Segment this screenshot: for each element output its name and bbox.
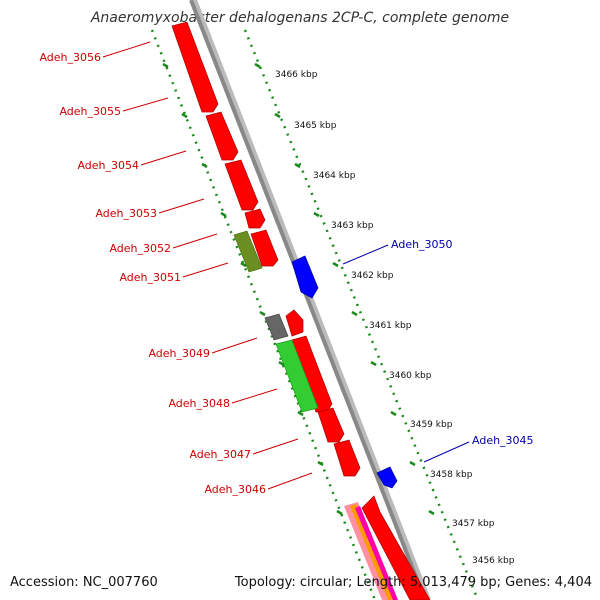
gene-label-adeh-3053: Adeh_3053 xyxy=(95,207,157,220)
scale-label-3460: 3460 kbp xyxy=(389,371,432,381)
feature-multicolor-orange xyxy=(350,504,394,600)
left-ticks xyxy=(162,62,343,516)
accession-text: Accession: NC_007760 xyxy=(10,575,158,590)
genome-backbone xyxy=(189,0,427,600)
scale-label-3457: 3457 kbp xyxy=(452,519,495,529)
scale-label-3465: 3465 kbp xyxy=(294,121,337,131)
right-gene-labels: Adeh_3050 Adeh_3045 xyxy=(391,238,534,447)
gene-label-adeh-3052: Adeh_3052 xyxy=(109,242,171,255)
feature-adeh-3052 xyxy=(233,230,263,273)
scale-label-3459: 3459 kbp xyxy=(410,420,453,430)
genome-backbone-shadow xyxy=(191,0,431,600)
cds-adeh-3050 xyxy=(291,255,319,299)
cds-adeh-3055 xyxy=(205,111,239,161)
cds-adeh-3051 xyxy=(250,229,279,267)
gene-label-adeh-3056: Adeh_3056 xyxy=(39,51,101,64)
scale-label-3463: 3463 kbp xyxy=(331,221,374,231)
cds-adeh-3045 xyxy=(376,466,398,489)
cds-right-4 xyxy=(333,439,361,477)
cds-right-5 xyxy=(361,495,431,600)
cds-adeh-3056 xyxy=(171,21,219,113)
right-ticks xyxy=(254,62,435,516)
scale-label-3464: 3464 kbp xyxy=(313,171,356,181)
gene-label-adeh-3048: Adeh_3048 xyxy=(168,397,230,410)
gene-label-adeh-3045: Adeh_3045 xyxy=(472,434,534,447)
cds-adeh-3054 xyxy=(224,159,259,211)
gene-label-adeh-3051: Adeh_3051 xyxy=(119,271,181,284)
forward-cds-features xyxy=(171,21,431,600)
scale-label-3456: 3456 kbp xyxy=(472,556,515,566)
right-leader-lines xyxy=(342,244,470,463)
feature-adeh-3048 xyxy=(275,339,319,413)
genome-info-text: Topology: circular; Length: 5,013,479 bp… xyxy=(234,575,592,590)
feature-multicolor-magenta xyxy=(355,506,398,600)
gene-label-adeh-3049: Adeh_3049 xyxy=(148,347,210,360)
right-dotted-track xyxy=(243,29,480,600)
scale-label-3461: 3461 kbp xyxy=(369,321,412,331)
gene-label-adeh-3054: Adeh_3054 xyxy=(77,159,139,172)
gene-label-adeh-3047: Adeh_3047 xyxy=(189,448,251,461)
scale-label-3458: 3458 kbp xyxy=(430,470,473,480)
scale-labels: 3466 kbp 3465 kbp 3464 kbp 3463 kbp 3462… xyxy=(275,70,515,566)
scale-label-3462: 3462 kbp xyxy=(351,271,394,281)
left-leader-lines xyxy=(102,41,313,490)
gene-label-adeh-3046: Adeh_3046 xyxy=(204,483,266,496)
left-gene-labels: Adeh_3056 Adeh_3055 Adeh_3054 Adeh_3053 … xyxy=(39,51,266,496)
cds-adeh-3053 xyxy=(244,208,266,229)
reverse-cds-features xyxy=(291,255,398,489)
scale-label-3466: 3466 kbp xyxy=(275,70,318,80)
gene-label-adeh-3050: Adeh_3050 xyxy=(391,238,453,251)
cds-right-3 xyxy=(317,407,345,443)
gene-label-adeh-3055: Adeh_3055 xyxy=(59,105,121,118)
cds-right-1 xyxy=(285,309,304,337)
feature-gray xyxy=(264,313,289,341)
